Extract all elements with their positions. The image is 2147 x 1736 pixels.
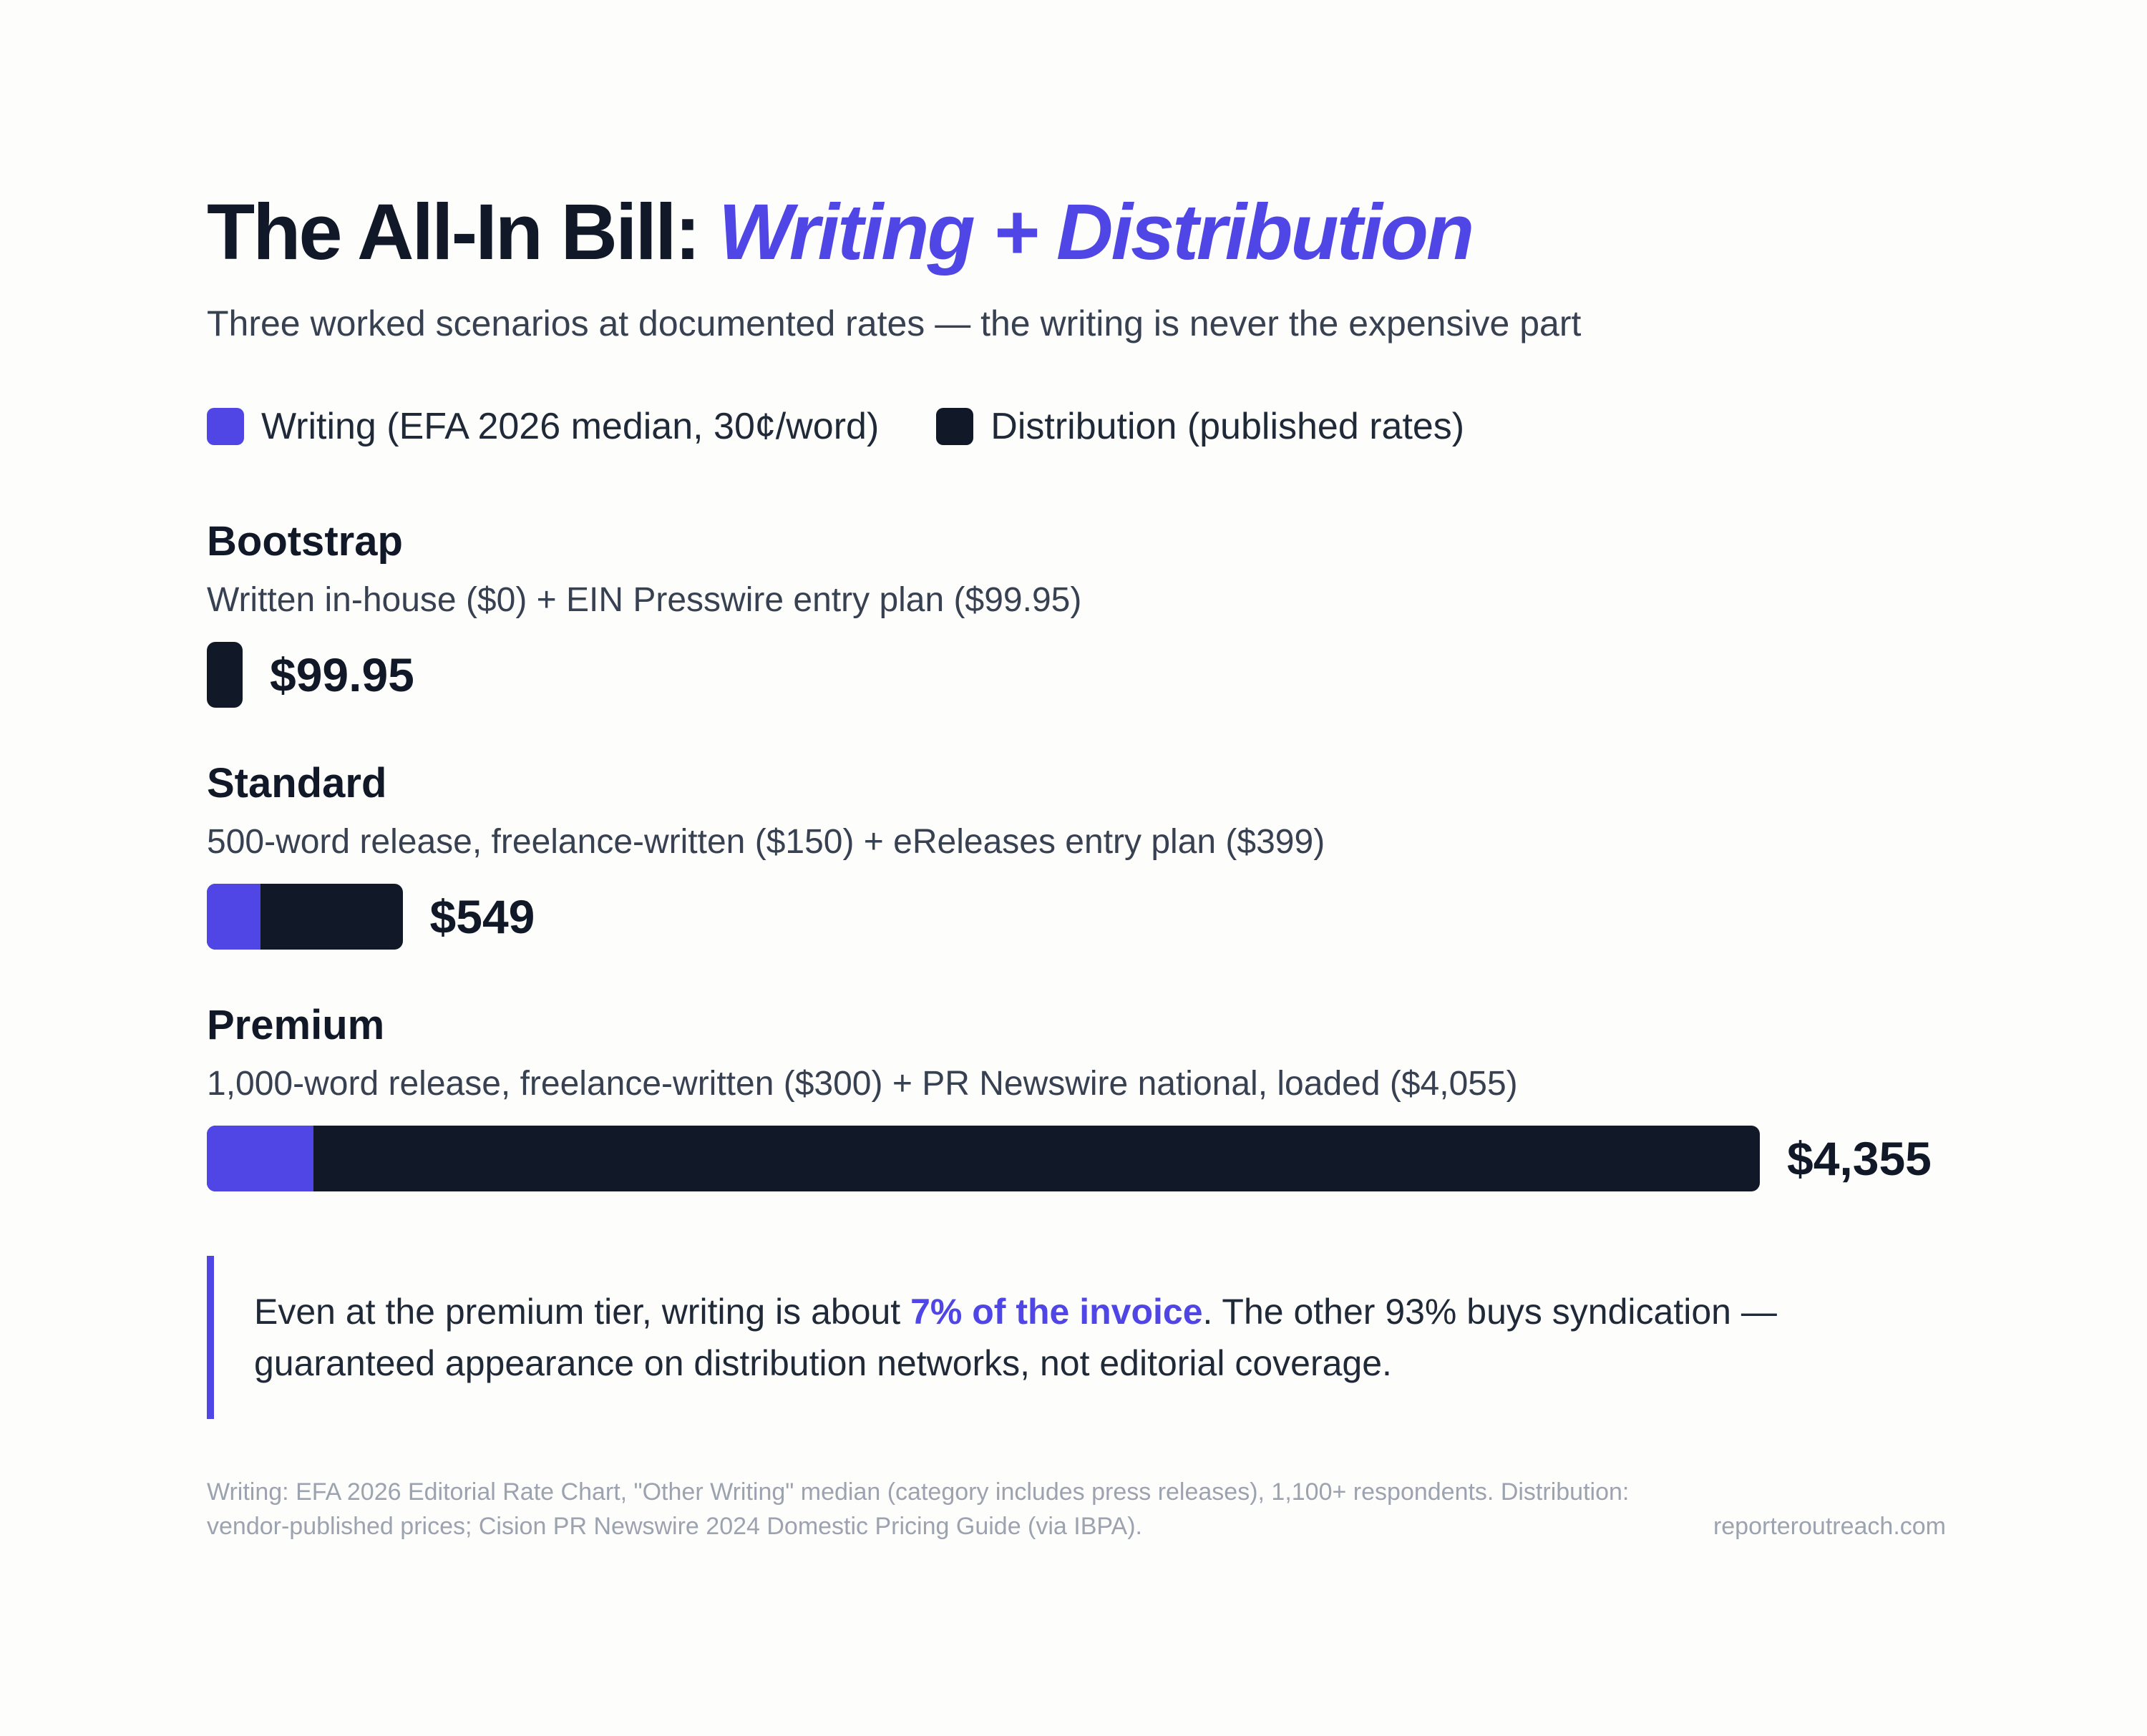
bar-row: $4,355 <box>207 1126 1946 1191</box>
callout-text-before: Even at the premium tier, writing is abo… <box>254 1292 911 1332</box>
source-note: Writing: EFA 2026 Editorial Rate Chart, … <box>207 1478 1630 1540</box>
site-credit: reporteroutreach.com <box>1713 1513 1946 1540</box>
scenario-name: Bootstrap <box>207 518 403 565</box>
legend-swatch-writing <box>207 408 244 445</box>
bar-premium <box>207 1126 1760 1191</box>
bar-total-label: $99.95 <box>270 648 414 701</box>
bar-bootstrap <box>207 642 243 708</box>
legend-label-writing: Writing (EFA 2026 median, 30¢/word) <box>261 406 880 447</box>
callout: Even at the premium tier, writing is abo… <box>207 1256 1946 1419</box>
bar-segment-writing <box>207 1126 314 1191</box>
page-subtitle: Three worked scenarios at documented rat… <box>207 303 1582 343</box>
bar-row: $549 <box>207 884 1946 950</box>
title-plain: The All-In Bill: <box>207 188 701 276</box>
bar-standard <box>207 884 403 950</box>
title-accent: Writing + Distribution <box>718 188 1474 276</box>
footer: Writing: EFA 2026 Editorial Rate Chart, … <box>207 1475 1946 1544</box>
legend-label-distribution: Distribution (published rates) <box>990 406 1465 447</box>
callout-text: Even at the premium tier, writing is abo… <box>254 1286 1946 1389</box>
bar-total-label: $4,355 <box>1787 1132 1932 1185</box>
scenario-standard: Standard 500-word release, freelance-wri… <box>207 758 1946 950</box>
bar-row: $99.95 <box>207 642 1946 708</box>
scenario-premium: Premium 1,000-word release, freelance-wr… <box>207 1000 1946 1191</box>
scenario-name: Premium <box>207 1002 385 1048</box>
content: The All-In Bill: Writing + Distribution … <box>207 179 1946 1544</box>
legend-swatch-distribution <box>936 408 974 445</box>
scenario-description: Written in-house ($0) + EIN Presswire en… <box>207 581 1082 619</box>
scenario-description: 1,000-word release, freelance-written ($… <box>207 1065 1518 1103</box>
page-title: The All-In Bill: Writing + Distribution <box>207 179 1946 286</box>
legend-item-distribution: Distribution (published rates) <box>936 405 1464 448</box>
callout-highlight: 7% of the invoice <box>910 1292 1203 1332</box>
legend: Writing (EFA 2026 median, 30¢/word) Dist… <box>207 405 1946 448</box>
callout-text-after: . The other 93% buys syndication — guara… <box>254 1292 1777 1383</box>
stacked-bar-chart: Bootstrap Written in-house ($0) + EIN Pr… <box>207 516 1946 1191</box>
legend-item-writing: Writing (EFA 2026 median, 30¢/word) <box>207 405 879 448</box>
bar-segment-writing <box>207 884 261 950</box>
scenario-description: 500-word release, freelance-written ($15… <box>207 823 1325 861</box>
scenario-bootstrap: Bootstrap Written in-house ($0) + EIN Pr… <box>207 516 1946 708</box>
scenario-name: Standard <box>207 760 387 806</box>
bar-total-label: $549 <box>429 890 535 943</box>
